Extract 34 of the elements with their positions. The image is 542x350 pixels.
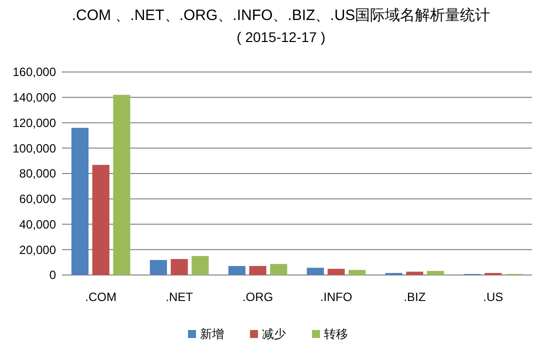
chart-subtitle: ( 2015-12-17 )	[236, 29, 326, 45]
bar	[192, 256, 209, 275]
y-tick-label: 0	[49, 268, 56, 282]
bar	[348, 270, 366, 275]
bar	[150, 260, 167, 275]
y-tick-label: 60,000	[19, 192, 56, 206]
y-tick-label: 140,000	[12, 90, 56, 105]
y-tick-label: 100,000	[12, 141, 56, 156]
y-tick-label: 20,000	[19, 242, 56, 257]
x-tick-label: .BIZ	[404, 290, 426, 304]
bar	[270, 264, 288, 275]
y-tick-label: 120,000	[12, 116, 56, 130]
x-tick-label: .ORG	[242, 290, 274, 304]
y-tick-label: 80,000	[19, 166, 56, 181]
legend-label: 减少	[262, 327, 286, 341]
x-tick-label: .US	[483, 290, 504, 304]
bar	[170, 259, 188, 275]
bar	[249, 266, 266, 275]
bar	[113, 94, 130, 275]
bar	[92, 164, 110, 275]
x-tick-label: .NET	[166, 290, 194, 304]
x-tick-label: .COM	[85, 290, 117, 304]
legend-label: 转移	[324, 327, 348, 341]
bar	[406, 272, 424, 275]
y-tick-label: 160,000	[12, 65, 56, 80]
bar	[328, 268, 345, 275]
chart-title: .COM 、.NET、.ORG、.INFO、.BIZ、.US国际域名解析量统计	[72, 7, 490, 24]
legend-label: 新增	[200, 327, 224, 341]
y-tick-label: 40,000	[19, 217, 56, 232]
bar	[306, 268, 324, 275]
x-tick-label: .INFO	[320, 290, 352, 304]
bar	[427, 270, 444, 275]
bar	[71, 128, 89, 275]
bar	[228, 266, 246, 275]
